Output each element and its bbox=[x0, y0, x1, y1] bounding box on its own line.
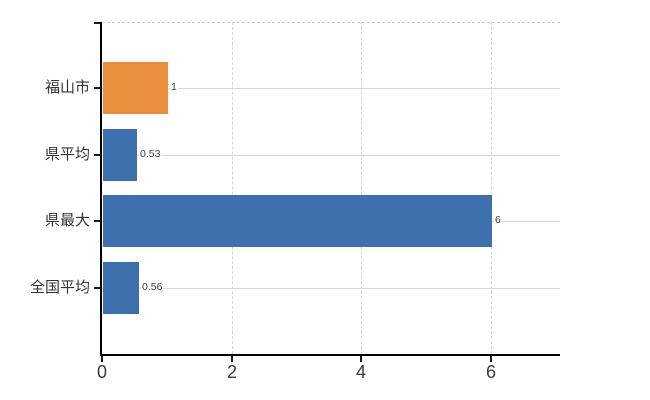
y-axis-tick bbox=[94, 287, 100, 289]
y-axis-tick bbox=[94, 154, 100, 156]
bar-value-label: 0.53 bbox=[139, 147, 162, 162]
y-axis-end-tick bbox=[94, 22, 100, 24]
x-axis-tick bbox=[360, 356, 362, 362]
gridline-h bbox=[102, 88, 560, 89]
x-tick-label: 6 bbox=[485, 362, 496, 382]
bar bbox=[103, 62, 168, 114]
y-axis-tick bbox=[94, 87, 100, 89]
plot-top-border bbox=[102, 22, 560, 23]
category-label: 県最大 bbox=[44, 212, 90, 229]
x-tick-label: 4 bbox=[355, 362, 366, 382]
bar bbox=[103, 262, 139, 314]
x-tick-label: 0 bbox=[96, 362, 107, 382]
gridline-h bbox=[102, 288, 560, 289]
bar bbox=[103, 129, 137, 181]
bar bbox=[103, 195, 492, 247]
x-tick-label: 2 bbox=[226, 362, 237, 382]
gridline-h bbox=[102, 155, 560, 156]
x-axis-tick bbox=[101, 356, 103, 362]
bar-value-label: 1 bbox=[170, 80, 178, 95]
x-axis-tick bbox=[490, 356, 492, 362]
gridline-v bbox=[491, 22, 492, 354]
y-axis-line bbox=[100, 22, 102, 354]
category-label: 県平均 bbox=[44, 146, 90, 163]
gridline-v bbox=[361, 22, 362, 354]
x-axis-tick bbox=[231, 356, 233, 362]
category-label: 全国平均 bbox=[29, 279, 90, 296]
x-axis-line bbox=[100, 354, 560, 356]
y-axis-tick bbox=[94, 220, 100, 222]
bar-value-label: 0.56 bbox=[141, 280, 164, 295]
gridline-v bbox=[232, 22, 233, 354]
bar-value-label: 6 bbox=[494, 213, 502, 228]
category-label: 福山市 bbox=[44, 79, 90, 96]
